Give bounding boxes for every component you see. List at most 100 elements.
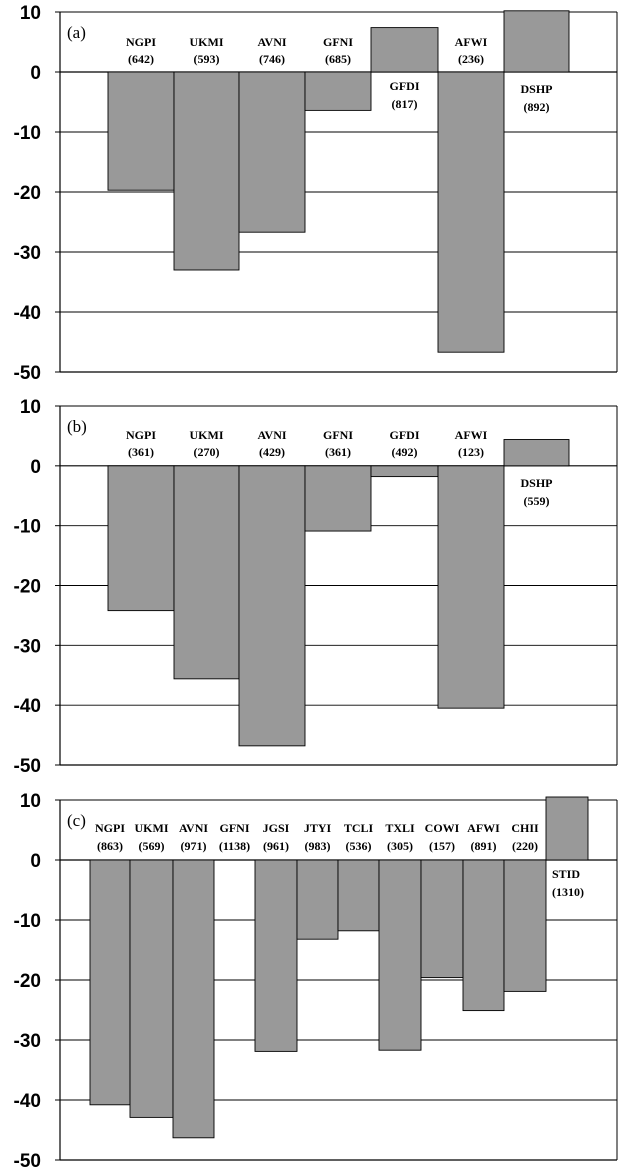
category-label: AVNI bbox=[257, 35, 286, 49]
bar-ngpi bbox=[107, 71, 175, 191]
y-tick-label: -50 bbox=[14, 756, 41, 777]
count-label: (746) bbox=[259, 52, 285, 66]
category-label: COWI bbox=[425, 821, 460, 835]
y-tick-label: 10 bbox=[20, 397, 41, 418]
count-label: (559) bbox=[524, 494, 550, 508]
count-label: (536) bbox=[346, 839, 372, 853]
count-label: (361) bbox=[325, 445, 351, 459]
bar-avni bbox=[238, 465, 306, 747]
bar-jgsi bbox=[254, 859, 298, 1052]
bar-stid bbox=[545, 796, 589, 861]
count-label: (1138) bbox=[219, 839, 250, 853]
panel-label: (c) bbox=[67, 811, 86, 830]
bar-avni bbox=[238, 71, 306, 233]
category-label: GFNI bbox=[220, 821, 250, 835]
y-tick-label: -40 bbox=[14, 1091, 41, 1112]
bar-ukmi bbox=[129, 859, 174, 1118]
panel-label: (a) bbox=[67, 23, 86, 42]
bar-txli bbox=[378, 859, 422, 1051]
count-label: (961) bbox=[263, 839, 289, 853]
bar-dshp bbox=[503, 439, 570, 467]
bar-ukmi bbox=[173, 465, 240, 680]
bar-afwi bbox=[462, 859, 505, 1012]
category-label: AVNI bbox=[179, 821, 208, 835]
y-tick-label: -50 bbox=[14, 363, 41, 384]
bar-dshp bbox=[503, 10, 570, 73]
count-label: (817) bbox=[392, 97, 418, 111]
y-tick-label: -30 bbox=[14, 1031, 41, 1052]
category-label: TXLI bbox=[385, 821, 415, 835]
y-tick-label: -20 bbox=[14, 183, 41, 204]
count-label: (123) bbox=[458, 445, 484, 459]
bar-ngpi bbox=[107, 465, 175, 612]
bar-gfni bbox=[304, 71, 372, 111]
y-tick-label: -20 bbox=[14, 577, 41, 598]
category-label: AVNI bbox=[257, 428, 286, 442]
category-label: UKMI bbox=[135, 821, 169, 835]
count-label: (236) bbox=[458, 52, 484, 66]
y-tick-label: 0 bbox=[30, 851, 41, 872]
y-tick-label: -20 bbox=[14, 971, 41, 992]
count-label: (1310) bbox=[552, 885, 584, 899]
category-label: NGPI bbox=[95, 821, 125, 835]
count-label: (220) bbox=[512, 839, 538, 853]
panel-label: (b) bbox=[67, 417, 87, 436]
y-tick-label: -10 bbox=[14, 517, 41, 538]
category-label: GFNI bbox=[323, 428, 353, 442]
category-label: DSHP bbox=[520, 476, 552, 490]
count-label: (685) bbox=[325, 52, 351, 66]
bar-cowi bbox=[420, 859, 464, 979]
category-label: CHII bbox=[511, 821, 539, 835]
category-label: AFWI bbox=[455, 428, 488, 442]
bar-ngpi bbox=[89, 859, 131, 1106]
count-label: (593) bbox=[194, 52, 220, 66]
category-label: AFWI bbox=[455, 35, 488, 49]
y-tick-label: -40 bbox=[14, 303, 41, 324]
count-label: (642) bbox=[128, 52, 154, 66]
bar-jtyi bbox=[296, 859, 339, 940]
category-label: DSHP bbox=[520, 82, 552, 96]
count-label: (569) bbox=[139, 839, 165, 853]
count-label: (892) bbox=[524, 100, 550, 114]
bar-avni bbox=[172, 859, 215, 1139]
count-label: (891) bbox=[471, 839, 497, 853]
bar-tcli bbox=[337, 859, 380, 932]
count-label: (270) bbox=[194, 445, 220, 459]
count-label: (305) bbox=[387, 839, 413, 853]
category-label: STID bbox=[552, 867, 580, 881]
y-tick-label: 0 bbox=[30, 457, 41, 478]
category-label: GFNI bbox=[323, 35, 353, 49]
category-label: NGPI bbox=[126, 428, 156, 442]
category-label: GFDI bbox=[390, 79, 420, 93]
y-tick-label: -10 bbox=[14, 911, 41, 932]
bar-chii bbox=[503, 859, 547, 992]
bar-gfdi bbox=[370, 27, 439, 73]
category-label: UKMI bbox=[190, 35, 224, 49]
count-label: (492) bbox=[392, 445, 418, 459]
y-tick-label: 10 bbox=[20, 791, 41, 812]
y-tick-label: -30 bbox=[14, 636, 41, 657]
bar-ukmi bbox=[173, 71, 240, 271]
count-label: (863) bbox=[97, 839, 123, 853]
chart-panel-b: 10 0 -10 -20 -30 -40 -50 (b) NGPI (361) UKMI (270) A… bbox=[14, 397, 618, 777]
category-label: UKMI bbox=[190, 428, 224, 442]
bar-gfni bbox=[304, 465, 372, 532]
chart-panel-c: 10 0 -10 -20 -30 -40 -50 (c) NGPI (863) UKMI (569) A… bbox=[14, 791, 618, 1167]
category-label: JTYI bbox=[304, 821, 332, 835]
bar-afwi bbox=[437, 465, 505, 709]
count-label: (983) bbox=[305, 839, 331, 853]
y-tick-label: -40 bbox=[14, 696, 41, 717]
count-label: (429) bbox=[259, 445, 285, 459]
category-label: NGPI bbox=[126, 35, 156, 49]
category-label: JGSI bbox=[263, 821, 290, 835]
bar-afwi bbox=[437, 71, 505, 353]
y-tick-label: 10 bbox=[20, 3, 41, 24]
count-label: (157) bbox=[429, 839, 455, 853]
count-label: (361) bbox=[128, 445, 154, 459]
y-tick-label: -50 bbox=[14, 1151, 41, 1167]
chart-panel-a: 10 0 -10 -20 -30 -40 -50 (a) NGPI (642) UKMI (593) A… bbox=[14, 3, 618, 384]
category-label: AFWI bbox=[467, 821, 500, 835]
category-label: TCLI bbox=[344, 821, 374, 835]
y-tick-label: 0 bbox=[30, 63, 41, 84]
